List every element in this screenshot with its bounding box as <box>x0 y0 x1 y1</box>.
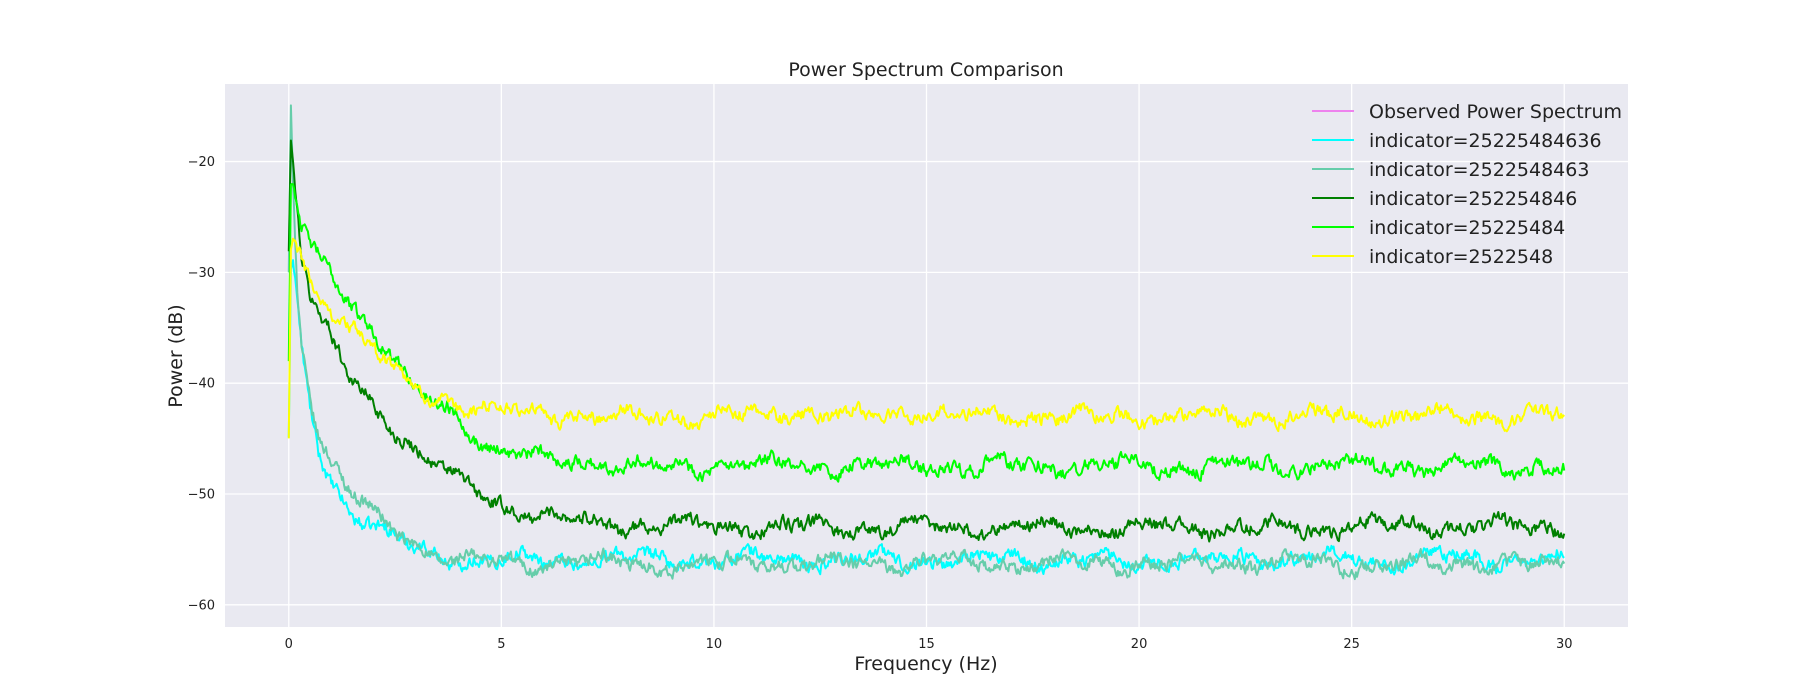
x-axis-label: Frequency (Hz) <box>854 653 997 675</box>
x-tick-label: 10 <box>706 637 723 652</box>
legend: Observed Power Spectrum indicator=2522548… <box>1312 101 1622 268</box>
legend-entry: indicator=2522548 <box>1369 246 1553 268</box>
series-line <box>287 237 1565 439</box>
legend-entry: indicator=25225484 <box>1369 217 1565 239</box>
y-tick-label: −40 <box>188 377 215 392</box>
y-tick-label: −30 <box>188 266 215 281</box>
tick-labels: 0 5 10 15 20 25 30 −20 −30 −40 −50 −60 <box>188 155 1573 652</box>
legend-entry: indicator=2522548463 <box>1369 159 1589 181</box>
x-tick-label: 0 <box>285 637 293 652</box>
legend-entry: indicator=25225484636 <box>1369 130 1602 152</box>
y-tick-label: −60 <box>188 598 215 613</box>
series-line <box>287 259 1565 576</box>
y-axis-label: Power (dB) <box>165 304 187 407</box>
x-tick-label: 30 <box>1556 637 1573 652</box>
x-tick-label: 5 <box>497 637 505 652</box>
legend-entry: Observed Power Spectrum <box>1369 101 1622 123</box>
chart-title: Power Spectrum Comparison <box>788 59 1063 81</box>
x-tick-label: 25 <box>1343 637 1360 652</box>
series-line <box>287 182 1566 483</box>
legend-entry: indicator=252254846 <box>1369 188 1577 210</box>
x-tick-label: 15 <box>918 637 935 652</box>
y-tick-label: −50 <box>188 488 215 503</box>
x-tick-label: 20 <box>1131 637 1148 652</box>
series-layer <box>287 104 1566 581</box>
series-line <box>287 139 1566 543</box>
y-tick-label: −20 <box>188 155 215 170</box>
series-line <box>287 104 1566 581</box>
